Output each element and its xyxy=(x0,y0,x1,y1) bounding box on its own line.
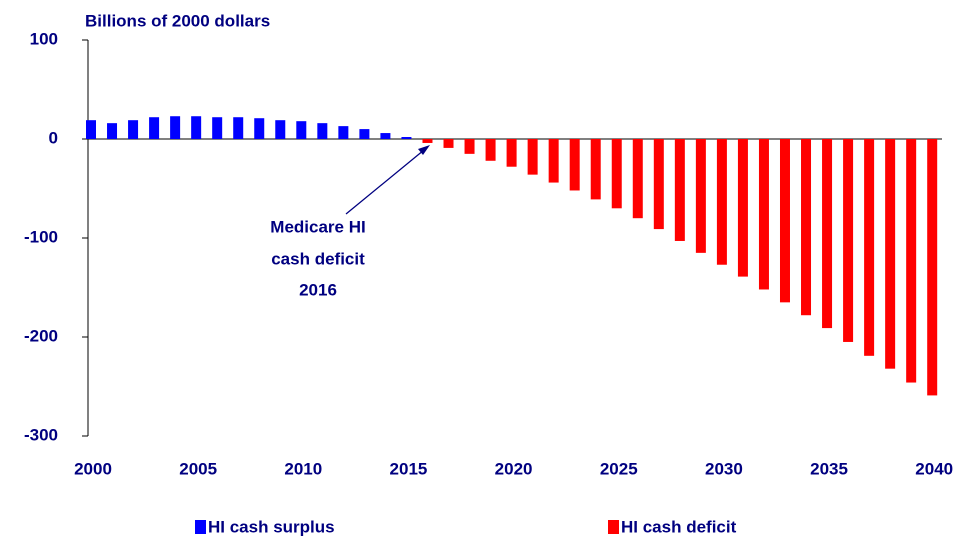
bar xyxy=(611,139,622,209)
x-tick-label: 2015 xyxy=(390,459,428,478)
bar xyxy=(380,133,391,139)
x-tick-label: 2000 xyxy=(74,459,112,478)
x-tick-label: 2005 xyxy=(179,459,217,478)
bar xyxy=(864,139,875,356)
bar xyxy=(422,139,433,143)
bar xyxy=(548,139,559,183)
annotation: Medicare HI xyxy=(270,217,365,236)
bar xyxy=(906,139,917,383)
x-tick-label: 2040 xyxy=(915,459,953,478)
y-tick-label: 0 xyxy=(49,128,58,147)
bar xyxy=(212,117,223,139)
x-tick-label: 2020 xyxy=(495,459,533,478)
bar xyxy=(128,120,139,139)
legend-swatch xyxy=(608,520,619,534)
bar xyxy=(927,139,938,396)
y-tick-label: -300 xyxy=(24,425,58,444)
bar xyxy=(779,139,790,303)
annotation-arrow xyxy=(345,149,425,215)
bar xyxy=(107,123,118,139)
bar xyxy=(86,120,96,139)
bar xyxy=(254,118,265,139)
legend-label: HI cash surplus xyxy=(208,517,335,536)
bar xyxy=(758,139,769,290)
bar xyxy=(801,139,812,316)
legend-label: HI cash deficit xyxy=(621,517,737,536)
bar xyxy=(317,123,328,139)
bar xyxy=(737,139,748,277)
bar xyxy=(569,139,580,191)
bar xyxy=(296,121,307,139)
bar xyxy=(527,139,538,175)
legend-swatch xyxy=(195,520,206,534)
bar xyxy=(464,139,475,154)
bar xyxy=(485,139,496,161)
y-tick-label: 100 xyxy=(30,29,58,48)
y-tick-label: -200 xyxy=(24,326,58,345)
bar xyxy=(843,139,854,342)
bar xyxy=(170,116,181,139)
x-tick-label: 2010 xyxy=(284,459,322,478)
bar xyxy=(590,139,601,200)
bar xyxy=(443,139,454,148)
bar xyxy=(275,120,286,139)
bar xyxy=(653,139,664,230)
bar xyxy=(674,139,685,241)
bar xyxy=(632,139,643,219)
bar xyxy=(401,137,412,139)
bar xyxy=(822,139,833,329)
chart-title: Billions of 2000 dollars xyxy=(85,11,270,30)
bar xyxy=(338,126,349,139)
bar xyxy=(716,139,727,265)
bar xyxy=(191,116,202,139)
y-tick-label: -100 xyxy=(24,227,58,246)
bar xyxy=(506,139,517,167)
bar xyxy=(885,139,896,369)
annotation: cash deficit xyxy=(271,249,365,268)
bar xyxy=(233,117,244,139)
bar xyxy=(149,117,160,139)
arrow-head xyxy=(418,145,430,155)
x-tick-label: 2030 xyxy=(705,459,743,478)
annotation: 2016 xyxy=(299,280,337,299)
x-tick-label: 2025 xyxy=(600,459,638,478)
x-tick-label: 2035 xyxy=(810,459,848,478)
bar xyxy=(695,139,706,253)
bar xyxy=(359,129,370,139)
